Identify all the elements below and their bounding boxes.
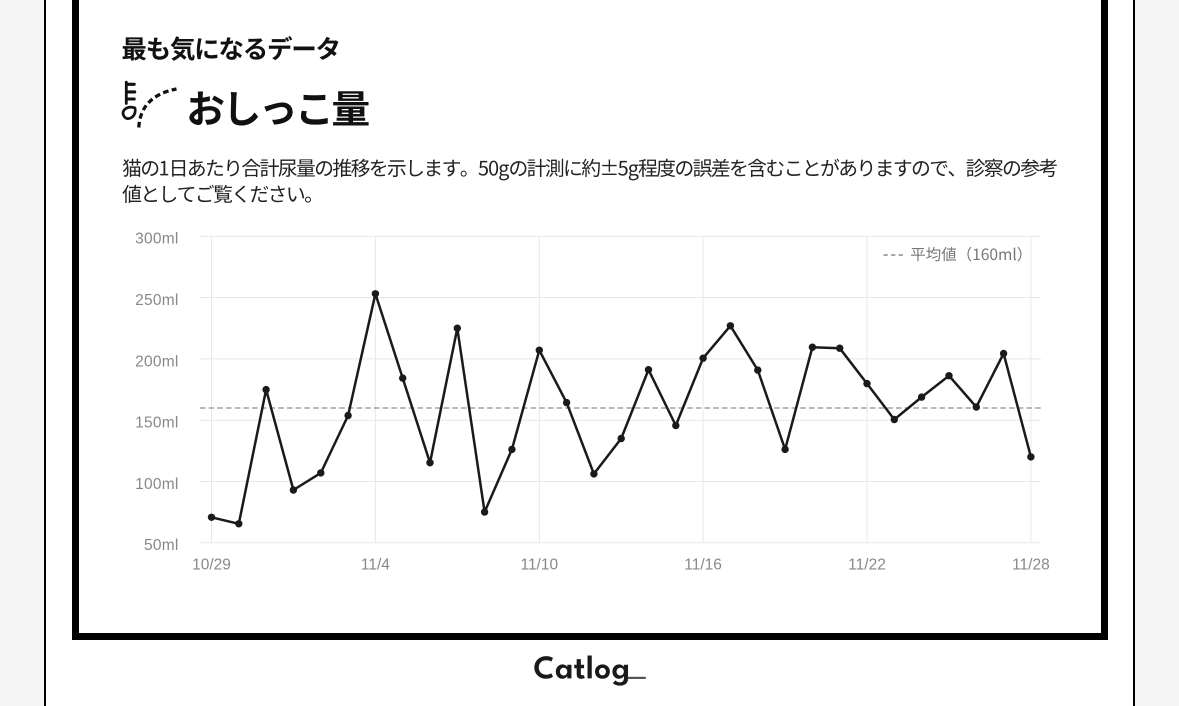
- svg-text:50ml: 50ml: [144, 537, 179, 554]
- svg-text:11/28: 11/28: [1012, 557, 1050, 574]
- svg-text:250ml: 250ml: [135, 292, 178, 309]
- svg-text:10/29: 10/29: [192, 557, 231, 574]
- svg-text:300ml: 300ml: [135, 231, 178, 248]
- svg-text:11/22: 11/22: [848, 557, 886, 574]
- svg-text:100ml: 100ml: [135, 476, 178, 493]
- svg-text:11/16: 11/16: [684, 557, 722, 574]
- svg-text:200ml: 200ml: [135, 353, 178, 370]
- svg-text:11/4: 11/4: [361, 557, 390, 574]
- svg-text:11/10: 11/10: [520, 557, 558, 574]
- svg-text:150ml: 150ml: [135, 415, 178, 432]
